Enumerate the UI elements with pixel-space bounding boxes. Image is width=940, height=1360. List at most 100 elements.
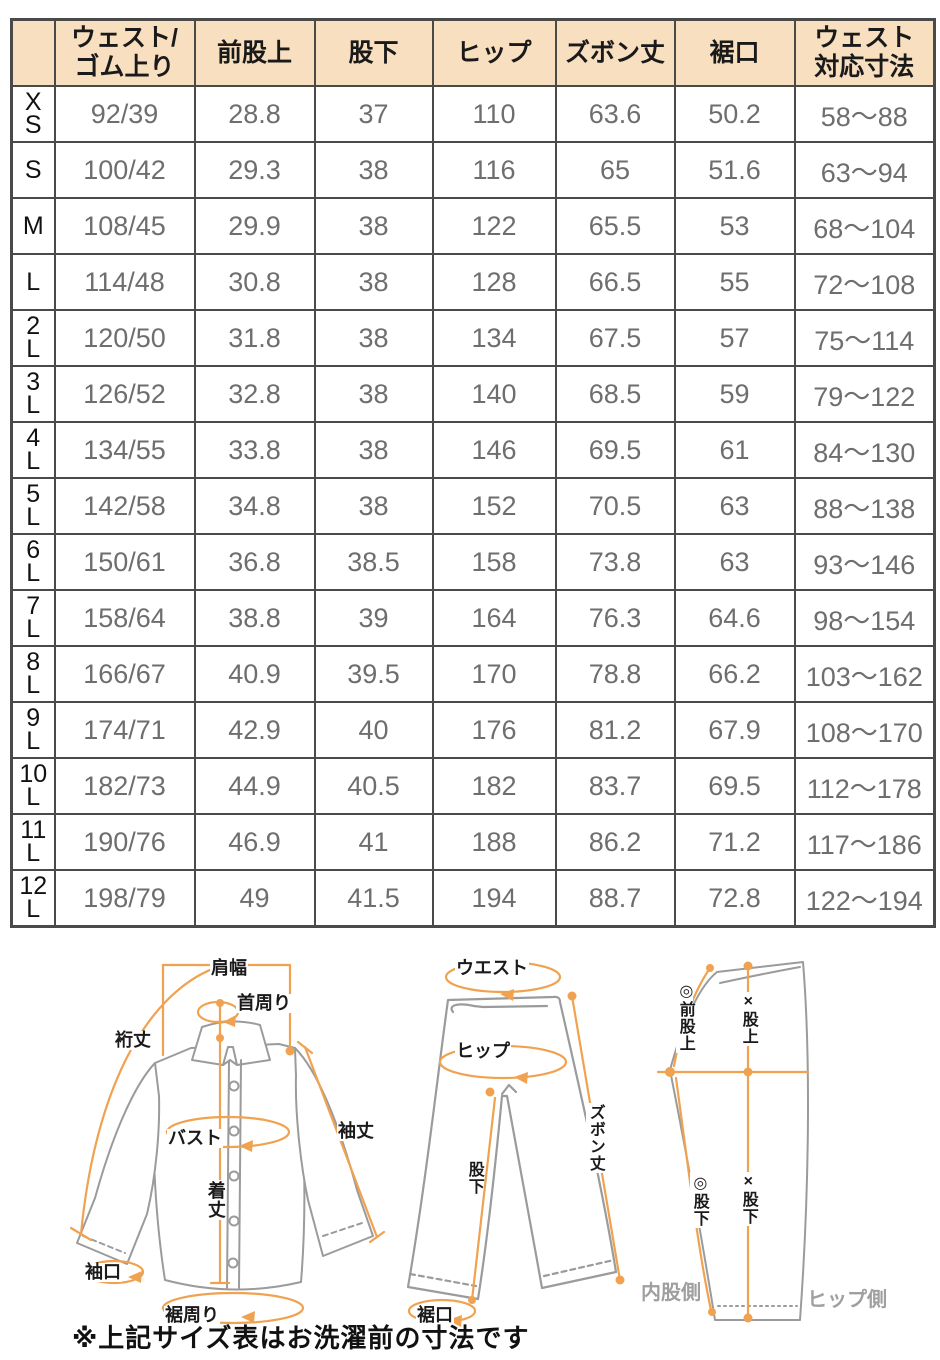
table-row: 12 L 198/79 49 41.5 194 88.7 72.8 122〜194 <box>10 869 936 928</box>
table-cell: 57 <box>673 309 796 367</box>
hem-circumference-label: 裾周り <box>164 1305 220 1325</box>
table-cell: 68〜104 <box>793 197 936 255</box>
table-cell: 38 <box>313 253 434 311</box>
column-header: 前股上 <box>193 18 316 87</box>
table-cell: 166/67 <box>53 645 196 703</box>
table-cell: 108/45 <box>53 197 196 255</box>
pants-front-outline <box>406 995 618 1301</box>
table-cell: 65 <box>554 141 676 199</box>
table-cell: 41.5 <box>313 869 434 928</box>
table-cell: 58〜88 <box>793 85 936 143</box>
table-row: 8 L 166/67 40.9 39.5 170 78.8 66.2 103〜162 <box>10 645 936 703</box>
table-cell: 79〜122 <box>793 365 936 423</box>
table-cell: 112〜178 <box>793 757 936 815</box>
table-cell: 40 <box>313 701 434 759</box>
table-cell: 65.5 <box>554 197 676 255</box>
shirt-measure-diagram <box>69 962 386 1325</box>
corner-cell <box>10 18 56 87</box>
table-cell: 116 <box>431 141 557 199</box>
table-cell: 34.8 <box>193 477 316 535</box>
table-cell: 100/42 <box>53 141 196 199</box>
table-cell: 38.5 <box>313 533 434 591</box>
size-table: ウェスト/ ゴム上り 前股上 股下 ヒップ ズボン丈 裾口 ウェスト 対応寸法 X S 92/… <box>10 18 936 928</box>
neck-circumference-label: 首周り <box>236 993 292 1013</box>
table-cell: 55 <box>673 253 796 311</box>
table-row: X S 92/39 28.8 37 110 63.6 50.2 58〜88 <box>10 85 936 143</box>
size-label: 8 L <box>10 645 56 703</box>
table-cell: 73.8 <box>554 533 676 591</box>
table-cell: 88〜138 <box>793 477 936 535</box>
size-label: 6 L <box>10 533 56 591</box>
size-label: 7 L <box>10 589 56 647</box>
table-cell: 92/39 <box>53 85 196 143</box>
size-label: X S <box>10 85 56 143</box>
bust-label: バスト <box>167 1128 223 1148</box>
column-header: ズボン丈 <box>554 18 676 87</box>
table-cell: 88.7 <box>554 869 676 928</box>
table-cell: 108〜170 <box>793 701 936 759</box>
size-label: 3 L <box>10 365 56 423</box>
table-cell: 114/48 <box>53 253 196 311</box>
table-cell: 69.5 <box>673 757 796 815</box>
size-label: 5 L <box>10 477 56 535</box>
table-cell: 38 <box>313 365 434 423</box>
size-label: 10 L <box>10 757 56 815</box>
table-cell: 31.8 <box>193 309 316 367</box>
inseam-inner-label: ◎股下 <box>690 1172 708 1228</box>
table-cell: 71.2 <box>673 813 796 871</box>
table-cell: 146 <box>431 421 557 479</box>
cuff-opening-label: 袖口 <box>84 1262 122 1282</box>
table-cell: 67.9 <box>673 701 796 759</box>
inner-side-note: 内股側 <box>641 1282 701 1304</box>
table-cell: 40.5 <box>313 757 434 815</box>
table-cell: 84〜130 <box>793 421 936 479</box>
table-cell: 122〜194 <box>793 869 936 928</box>
table-row: 5 L 142/58 34.8 38 152 70.5 63 88〜138 <box>10 477 936 535</box>
table-cell: 75〜114 <box>793 309 936 367</box>
table-cell: 41 <box>313 813 434 871</box>
table-cell: 198/79 <box>53 869 196 928</box>
table-row: 2 L 120/50 31.8 38 134 67.5 57 75〜114 <box>10 309 936 367</box>
table-cell: 51.6 <box>673 141 796 199</box>
table-cell: 28.8 <box>193 85 316 143</box>
front-rise-label: ◎前股上 <box>676 980 694 1053</box>
shirt-measure-marks <box>128 999 295 1323</box>
table-cell: 39.5 <box>313 645 434 703</box>
hem-opening-label: 裾口 <box>416 1305 454 1325</box>
sleeve-reach-label: 裄丈 <box>114 1030 152 1050</box>
table-cell: 29.3 <box>193 141 316 199</box>
pants-side-measure-marks <box>665 961 753 1323</box>
table-cell: 72.8 <box>673 869 796 928</box>
table-cell: 126/52 <box>53 365 196 423</box>
body-length-label: 着丈 <box>205 1180 226 1220</box>
table-cell: 70.5 <box>554 477 676 535</box>
table-cell: 140 <box>431 365 557 423</box>
table-row: 6 L 150/61 36.8 38.5 158 73.8 63 93〜146 <box>10 533 936 591</box>
shoulder-width-label: 肩幅 <box>210 958 248 978</box>
table-cell: 67.5 <box>554 309 676 367</box>
table-cell: 86.2 <box>554 813 676 871</box>
table-row: 9 L 174/71 42.9 40 176 81.2 67.9 108〜170 <box>10 701 936 759</box>
size-label: 9 L <box>10 701 56 759</box>
table-cell: 68.5 <box>554 365 676 423</box>
table-cell: 30.8 <box>193 253 316 311</box>
table-cell: 142/58 <box>53 477 196 535</box>
column-header: ヒップ <box>431 18 557 87</box>
table-header: ウェスト/ ゴム上り 前股上 股下 ヒップ ズボン丈 裾口 ウェスト 対応寸法 <box>10 18 936 87</box>
table-cell: 83.7 <box>554 757 676 815</box>
table-cell: 29.9 <box>193 197 316 255</box>
size-label: 12 L <box>10 869 56 928</box>
table-cell: 38 <box>313 421 434 479</box>
table-cell: 164 <box>431 589 557 647</box>
table-cell: 38.8 <box>193 589 316 647</box>
table-cell: 134/55 <box>53 421 196 479</box>
table-cell: 194 <box>431 869 557 928</box>
table-cell: 63〜94 <box>793 141 936 199</box>
sleeve-length-label: 袖丈 <box>337 1121 375 1141</box>
size-label: 11 L <box>10 813 56 871</box>
pre-wash-note: ※上記サイズ表はお洗濯前の寸法です <box>72 1323 530 1353</box>
size-label: S <box>10 141 56 199</box>
table-cell: 53 <box>673 197 796 255</box>
size-label: 4 L <box>10 421 56 479</box>
